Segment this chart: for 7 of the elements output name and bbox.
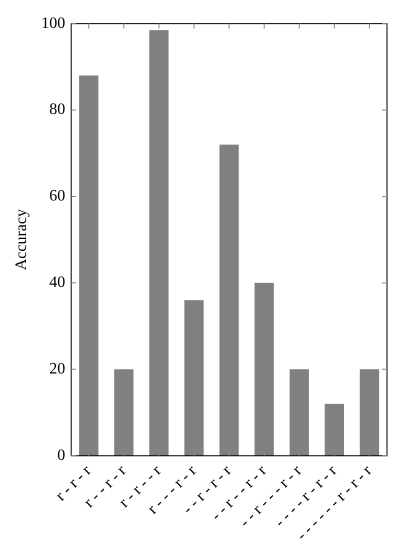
y-axis-title: Accuracy xyxy=(12,209,30,270)
y-tick-label: 60 xyxy=(49,188,66,205)
y-tick-label: 80 xyxy=(49,101,66,118)
y-tick-label: 20 xyxy=(49,360,66,378)
y-tick-label: 0 xyxy=(57,446,66,464)
y-tick-label: 40 xyxy=(49,274,66,292)
y-tick-label: 100 xyxy=(41,14,66,32)
